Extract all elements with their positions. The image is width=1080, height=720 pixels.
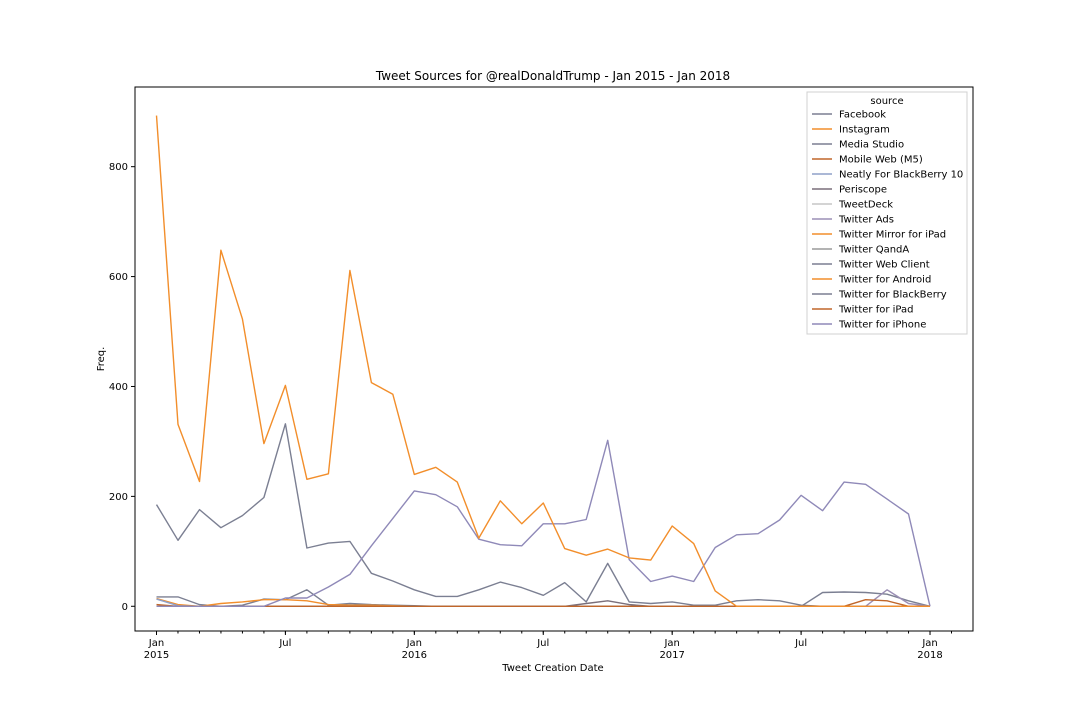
legend-entry: Neatly For BlackBerry 10 [839, 170, 963, 181]
y-axis: 0 200 400 600 800 [109, 162, 135, 613]
y-axis-label: Freq. [96, 347, 107, 372]
series-line [155, 423, 930, 607]
x-tick-year-label: 2017 [659, 650, 684, 661]
x-tick-label: Jan [406, 638, 422, 649]
legend-entry: TweetDeck [838, 200, 893, 211]
legend-entry: Twitter QandA [838, 245, 909, 256]
legend: source Facebook Instagram Media Studio Mobi… [806, 91, 968, 335]
x-tick-label: Jan [148, 638, 164, 649]
legend-entry: Twitter for iPad [838, 305, 913, 316]
x-tick-year-label: 2015 [144, 650, 169, 661]
x-tick-label: Jan [921, 638, 937, 649]
legend-entry: Twitter Web Client [838, 260, 930, 271]
legend-entry: Twitter for iPhone [838, 320, 926, 331]
legend-entry: Twitter Ads [838, 215, 894, 226]
legend-entry: Twitter Mirror for iPad [838, 230, 946, 241]
series-lines [155, 115, 931, 607]
plot-area [134, 86, 974, 632]
x-tick-year-label: 2018 [917, 650, 942, 661]
legend-entry: Twitter for Android [838, 275, 931, 286]
x-tick-label: Jul [278, 638, 291, 649]
legend-entry: Mobile Web (M5) [839, 155, 923, 166]
x-axis-label: Tweet Creation Date [501, 663, 603, 674]
legend-entry: Facebook [839, 110, 886, 121]
chart-title: Tweet Sources for @realDonaldTrump - Jan… [375, 69, 730, 83]
legend-entry: Twitter for BlackBerry [838, 290, 947, 301]
y-tick-label: 600 [109, 272, 128, 283]
legend-box [806, 91, 968, 335]
legend-entry: Media Studio [839, 140, 904, 151]
y-tick-label: 0 [122, 602, 128, 613]
x-tick-label: Jan [663, 638, 679, 649]
x-tick-label: Jul [794, 638, 807, 649]
series-line [155, 115, 930, 607]
legend-title: source [870, 96, 903, 107]
legend-entries: Facebook Instagram Media Studio Mobile Web … [812, 110, 963, 331]
legend-entry: Instagram [839, 125, 890, 136]
y-tick-label: 400 [109, 382, 128, 393]
x-tick-year-label: 2016 [402, 650, 427, 661]
x-tick-label: Jul [536, 638, 549, 649]
y-tick-label: 800 [109, 162, 128, 173]
y-tick-label: 200 [109, 492, 128, 503]
legend-entry: Periscope [839, 185, 887, 196]
series-line [156, 439, 931, 607]
